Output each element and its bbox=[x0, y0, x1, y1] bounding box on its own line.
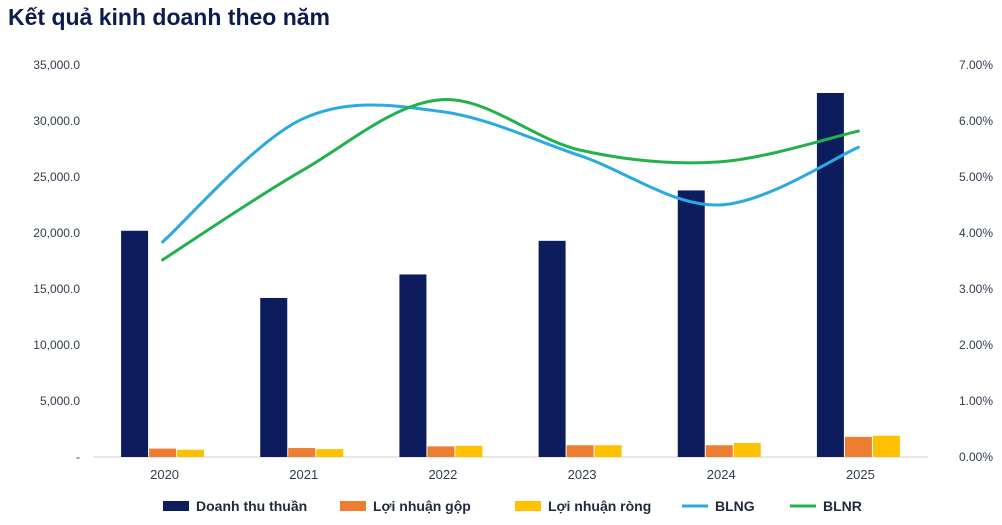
legend-label: BLNG bbox=[715, 498, 755, 514]
chart-title: Kết quả kinh doanh theo năm bbox=[8, 4, 331, 30]
y-tick-right-label: 6.00% bbox=[959, 114, 993, 128]
x-tick-label: 2024 bbox=[707, 467, 736, 482]
y-tick-right-label: 4.00% bbox=[959, 226, 993, 240]
legend-label: Lợi nhuận gộp bbox=[373, 498, 471, 514]
legend-label: BLNR bbox=[823, 498, 862, 514]
bar bbox=[121, 230, 149, 457]
y-tick-right-label: 2.00% bbox=[959, 338, 993, 352]
bar bbox=[677, 190, 705, 457]
bar bbox=[594, 445, 622, 457]
legend-swatch bbox=[340, 501, 366, 511]
bar bbox=[538, 240, 566, 457]
y-tick-left-label: 20,000.0 bbox=[33, 226, 80, 240]
legend-label: Lợi nhuận ròng bbox=[548, 498, 651, 514]
bar bbox=[177, 449, 205, 457]
y-tick-left-label: 5,000.0 bbox=[40, 394, 80, 408]
bar bbox=[872, 435, 900, 457]
x-axis: 2020 2021 2022 2023 2024 2025 bbox=[150, 467, 875, 482]
legend-swatch bbox=[163, 501, 189, 511]
bar bbox=[149, 448, 177, 457]
legend-swatch bbox=[515, 501, 541, 511]
y-tick-right-label: 5.00% bbox=[959, 170, 993, 184]
bars bbox=[121, 93, 900, 457]
y-tick-left-label: 15,000.0 bbox=[33, 282, 80, 296]
series-line bbox=[161, 103, 860, 244]
y-axis-left: - 5,000.0 10,000.0 15,000.0 20,000.0 25,000.0… bbox=[33, 58, 80, 464]
y-axis-right: 0.00% 1.00% 2.00% 3.00% 4.00% 5.00% 6.00% 7.00% bbox=[959, 58, 993, 464]
bar bbox=[455, 445, 483, 457]
lines bbox=[161, 98, 860, 262]
bar bbox=[733, 443, 761, 457]
y-tick-right-label: 7.00% bbox=[959, 58, 993, 72]
bar bbox=[566, 445, 594, 457]
y-tick-right-label: 1.00% bbox=[959, 394, 993, 408]
bar bbox=[816, 93, 844, 457]
y-tick-left-label: 35,000.0 bbox=[33, 58, 80, 72]
x-tick-label: 2021 bbox=[289, 467, 318, 482]
y-tick-right-label: 0.00% bbox=[959, 450, 993, 464]
legend-label: Doanh thu thuần bbox=[196, 498, 307, 514]
x-tick-label: 2022 bbox=[428, 467, 457, 482]
y-tick-left-label: 25,000.0 bbox=[33, 170, 80, 184]
x-tick-label: 2020 bbox=[150, 467, 179, 482]
y-tick-left-label: 30,000.0 bbox=[33, 114, 80, 128]
bar bbox=[260, 297, 288, 457]
bar bbox=[399, 274, 427, 457]
bar bbox=[705, 445, 733, 457]
bar bbox=[427, 446, 455, 457]
bar bbox=[288, 448, 316, 457]
y-tick-left-label: 10,000.0 bbox=[33, 338, 80, 352]
series-line bbox=[161, 98, 860, 262]
bar bbox=[844, 436, 872, 457]
y-tick-left-label: - bbox=[76, 450, 80, 464]
x-tick-label: 2023 bbox=[568, 467, 597, 482]
bar bbox=[316, 449, 344, 457]
x-tick-label: 2025 bbox=[846, 467, 875, 482]
y-tick-right-label: 3.00% bbox=[959, 282, 993, 296]
legend: Doanh thu thuần Lợi nhuận gộp Lợi nhuận rò… bbox=[163, 498, 862, 514]
